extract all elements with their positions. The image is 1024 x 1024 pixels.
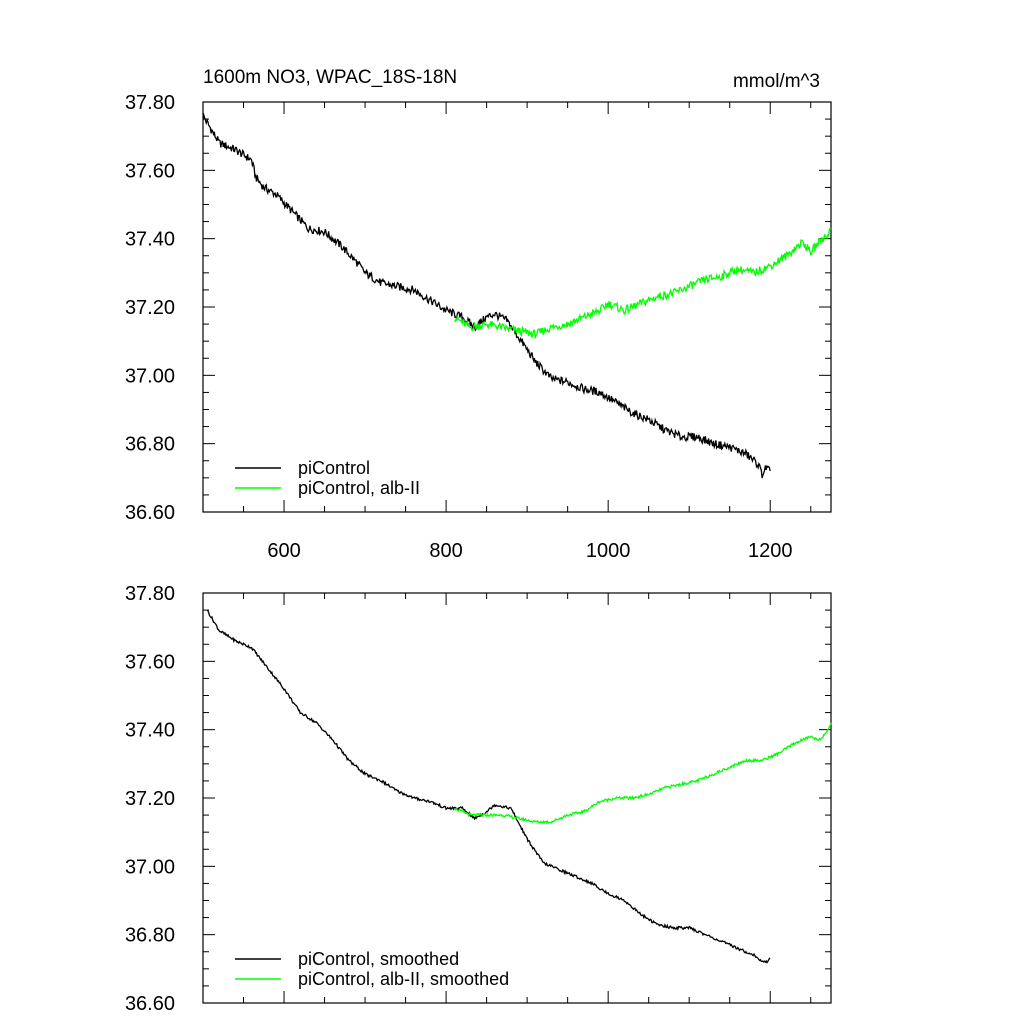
y-tick-label: 37.40: [125, 720, 175, 742]
y-tick-label: 37.80: [125, 92, 175, 114]
series-line: [206, 609, 771, 964]
y-tick-label: 37.00: [125, 856, 175, 878]
legend-label: piControl: [298, 458, 370, 478]
y-tick-label: 37.80: [125, 583, 175, 605]
y-tick-label: 37.60: [125, 160, 175, 182]
x-tick-label: 1200: [748, 540, 793, 562]
y-tick-label: 36.60: [125, 502, 175, 524]
y-tick-label: 36.80: [125, 925, 175, 947]
x-tick-label: 800: [429, 540, 462, 562]
y-tick-label: 37.20: [125, 297, 175, 319]
x-tick-label: 1000: [586, 540, 631, 562]
legend-label: piControl, smoothed: [298, 949, 459, 969]
legend-label: piControl, alb-II: [298, 478, 420, 498]
legend-label: piControl, alb-II, smoothed: [298, 969, 509, 989]
series-line: [454, 722, 832, 825]
plot-frame: [202, 592, 832, 1004]
units-label: mmol/m^3: [733, 71, 820, 92]
series-line: [454, 227, 832, 339]
y-tick-label: 37.40: [125, 229, 175, 251]
y-tick-label: 36.80: [125, 434, 175, 456]
panel-top: 36.60 36.80 37.00 37.20 37.40 37.60 37.80 600 80…: [125, 92, 832, 562]
x-tick-label: 600: [267, 540, 300, 562]
panel-title: 1600m NO3, WPAC_18S-18N: [203, 67, 457, 88]
y-tick-label: 37.00: [125, 365, 175, 387]
y-tick-label: 37.20: [125, 788, 175, 810]
y-tick-label: 36.60: [125, 993, 175, 1015]
panel-bottom: 36.60 36.80 37.00 37.20 37.40 37.60 37.80 piCon…: [125, 583, 832, 1015]
series-line: [202, 112, 771, 479]
y-tick-label: 37.60: [125, 651, 175, 673]
